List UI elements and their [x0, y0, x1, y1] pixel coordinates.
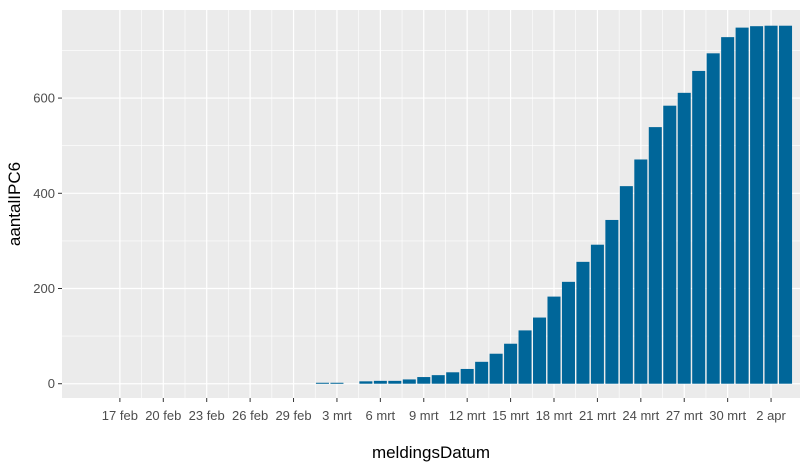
y-tick-label: 0: [48, 376, 55, 391]
bar: [330, 382, 344, 384]
bar: [764, 25, 778, 384]
bar: [417, 377, 431, 384]
bar: [779, 25, 793, 384]
bar: [677, 92, 691, 384]
bar: [663, 105, 677, 384]
bar: [504, 343, 518, 384]
x-tick-label: 17 feb: [102, 408, 138, 423]
y-tick-label: 400: [33, 186, 55, 201]
bar: [721, 37, 735, 384]
bar: [706, 53, 720, 384]
bars: [315, 25, 793, 384]
x-tick-label: 29 feb: [275, 408, 311, 423]
x-tick-label: 21 mrt: [579, 408, 616, 423]
bar: [431, 375, 445, 384]
axis-ticks: 17 feb 20 feb 23 feb 26 feb 29 feb 3 mrt 6 mrt…: [33, 91, 786, 423]
bar: [547, 296, 561, 384]
x-tick-label: 24 mrt: [622, 408, 659, 423]
bar: [489, 353, 503, 384]
x-tick-label: 15 mrt: [492, 408, 529, 423]
x-tick-label: 3 mrt: [322, 408, 352, 423]
bar: [446, 372, 460, 384]
y-tick-label: 200: [33, 281, 55, 296]
bar: [735, 27, 749, 384]
bar: [533, 317, 547, 384]
x-tick-label: 12 mrt: [449, 408, 486, 423]
bar: [692, 70, 706, 384]
bar: [315, 382, 329, 384]
bar: [475, 361, 489, 384]
bar: [402, 379, 416, 384]
bar: [590, 244, 604, 384]
x-axis-title: meldingsDatum: [372, 443, 490, 462]
x-tick-label: 26 feb: [232, 408, 268, 423]
y-tick-label: 600: [33, 91, 55, 106]
x-tick-label: 23 feb: [189, 408, 225, 423]
x-tick-label: 20 feb: [145, 408, 181, 423]
x-tick-label: 6 mrt: [366, 408, 396, 423]
bar: [648, 127, 662, 384]
bar: [518, 330, 532, 384]
bar: [619, 186, 633, 384]
y-axis-title: aantalIPC6: [5, 162, 24, 246]
bar: [576, 261, 590, 384]
bar: [460, 368, 474, 384]
bar: [634, 159, 648, 384]
x-tick-label: 2 apr: [756, 408, 786, 423]
bar: [750, 26, 764, 384]
x-tick-label: 27 mrt: [666, 408, 703, 423]
x-tick-label: 9 mrt: [409, 408, 439, 423]
x-tick-label: 18 mrt: [536, 408, 573, 423]
x-tick-label: 30 mrt: [709, 408, 746, 423]
bar: [605, 219, 619, 384]
bar: [359, 381, 373, 384]
bar: [388, 380, 402, 384]
bar: [561, 281, 575, 384]
bar: [373, 380, 387, 384]
